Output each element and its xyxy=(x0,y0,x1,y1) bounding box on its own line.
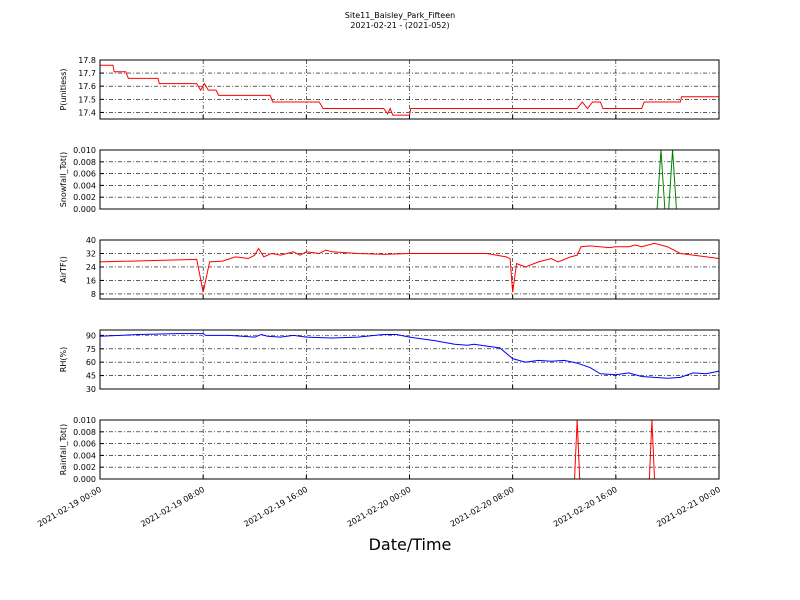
y-tick-label: 75 xyxy=(86,345,96,354)
y-tick-label: 0.008 xyxy=(73,158,96,167)
y-tick-label: 0.002 xyxy=(73,463,96,472)
y-tick-label: 17.5 xyxy=(78,95,96,104)
plot-frame xyxy=(99,329,720,390)
subtitle: 2021-02-21 - (2021-052) xyxy=(350,21,449,30)
y-tick-label: 17.8 xyxy=(78,56,96,65)
y-tick-label: 32 xyxy=(86,249,96,258)
y-tick-label: 0.006 xyxy=(73,440,96,449)
y-tick-label: 0.008 xyxy=(73,428,96,437)
y-axis-label: RH(%) xyxy=(59,347,68,372)
y-tick-label: 60 xyxy=(86,358,96,367)
y-tick-label: 24 xyxy=(86,263,96,272)
y-tick-label: 30 xyxy=(86,385,96,394)
y-tick-label: 0.010 xyxy=(73,146,96,155)
plot-frame xyxy=(99,59,720,120)
title: Site11_Baisley_Park_Fifteen xyxy=(345,11,455,20)
y-tick-label: 0.010 xyxy=(73,416,96,425)
y-tick-label: 0.000 xyxy=(73,205,96,214)
y-tick-label: 17.4 xyxy=(78,108,96,117)
y-tick-label: 0.006 xyxy=(73,170,96,179)
y-tick-label: 17.6 xyxy=(78,82,96,91)
y-tick-label: 45 xyxy=(86,372,96,381)
y-tick-label: 90 xyxy=(86,331,96,340)
y-tick-label: 8 xyxy=(91,290,96,299)
x-axis-label: Date/Time xyxy=(369,535,452,554)
plot-frame xyxy=(99,239,720,300)
data-line xyxy=(99,333,720,379)
y-tick-label: 0.000 xyxy=(73,475,96,484)
y-tick-label: 17.7 xyxy=(78,69,96,78)
plot-frame xyxy=(99,419,720,480)
data-line xyxy=(99,242,720,293)
data-line xyxy=(100,64,719,116)
y-axis-label: P(unitless) xyxy=(59,68,68,110)
plot-frame xyxy=(99,149,720,210)
y-axis-label: Rainfall_Tot() xyxy=(59,424,68,476)
y-tick-label: 0.002 xyxy=(73,193,96,202)
y-axis-label: AirTF() xyxy=(59,256,68,283)
y-tick-label: 16 xyxy=(86,276,96,285)
y-axis-label: Snowfall_Tot() xyxy=(59,152,68,208)
y-tick-label: 40 xyxy=(86,236,96,245)
y-tick-label: 0.004 xyxy=(73,181,96,190)
y-tick-label: 0.004 xyxy=(73,451,96,460)
